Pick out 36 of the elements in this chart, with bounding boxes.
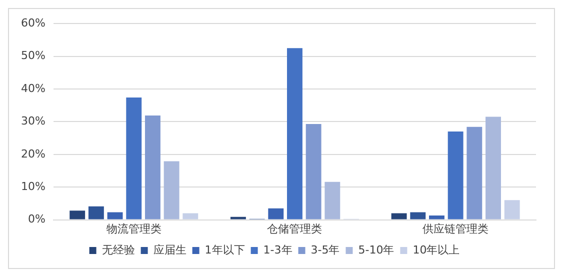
bar xyxy=(429,216,444,220)
legend-label: 应届生 xyxy=(153,243,186,256)
legend-label: 无经验 xyxy=(102,243,135,256)
legend-label: 3-5年 xyxy=(310,243,340,256)
bar xyxy=(410,212,426,220)
bar xyxy=(70,210,86,220)
x-tick-label: 供应链管理类 xyxy=(422,222,489,236)
legend-label: 1年以下 xyxy=(204,243,245,256)
bar xyxy=(504,200,520,220)
bar xyxy=(324,182,340,220)
x-tick-label: 仓储管理类 xyxy=(267,222,322,236)
bar xyxy=(107,212,123,220)
bar xyxy=(144,115,160,220)
y-tick-label: 60% xyxy=(20,16,46,30)
bar xyxy=(306,124,322,220)
bar xyxy=(391,213,407,220)
y-tick-label: 40% xyxy=(20,82,46,95)
legend-label: 1-3年 xyxy=(263,243,292,256)
bar xyxy=(164,161,180,220)
bar xyxy=(126,98,142,220)
bar xyxy=(287,48,302,220)
y-tick-label: 30% xyxy=(20,114,46,128)
bar xyxy=(230,216,246,220)
x-tick-label: 物流管理类 xyxy=(106,222,162,236)
legend-label: 5-10年 xyxy=(358,243,394,256)
y-tick-label: 10% xyxy=(20,180,46,193)
y-tick-label: 50% xyxy=(20,49,46,62)
legend-label: 10年以上 xyxy=(412,243,460,256)
bar xyxy=(466,126,482,220)
bar xyxy=(486,116,501,220)
bar xyxy=(88,206,104,220)
bar xyxy=(182,213,198,220)
y-tick-label: 20% xyxy=(20,147,46,160)
y-tick-label: 0% xyxy=(28,212,46,226)
bar xyxy=(448,132,464,220)
bar xyxy=(268,208,284,220)
